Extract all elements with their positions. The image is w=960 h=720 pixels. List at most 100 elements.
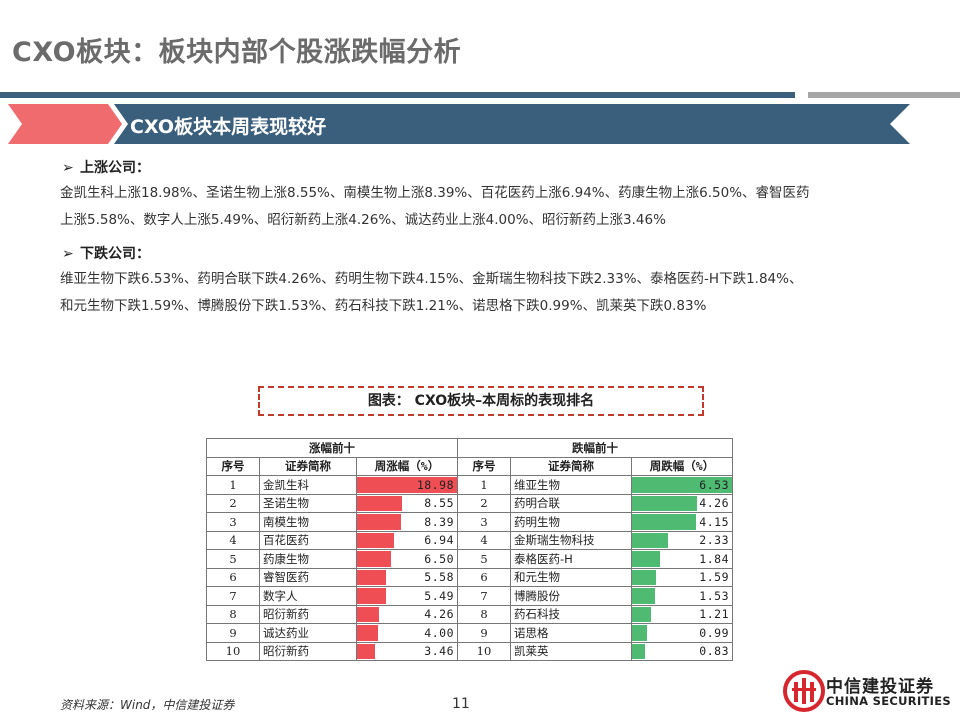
gain-value: 5.58 bbox=[356, 567, 458, 587]
loss-bar bbox=[632, 588, 656, 604]
banner-title: CXO板块本周表现较好 bbox=[130, 116, 327, 138]
figure-caption: 图表： CXO板块–本周标的表现排名 bbox=[367, 393, 595, 409]
stock-name-down: 博腾股份 bbox=[510, 586, 632, 606]
table-row: 9 诚达药业 4.00 9 诺思格 0.99 bbox=[206, 623, 733, 643]
column-header-row: 序号 证券简称 周涨幅（%） 序号 证券简称 周跌幅（%） bbox=[206, 456, 733, 476]
rank-no-up: 2 bbox=[206, 493, 260, 513]
loss-value: 4.26 bbox=[631, 493, 733, 513]
table-row: 3 南模生物 8.39 3 药明生物 4.15 bbox=[206, 512, 733, 532]
value-label: 1.21 bbox=[699, 607, 729, 622]
loss-value: 1.53 bbox=[631, 586, 733, 606]
gain-bar bbox=[357, 569, 387, 585]
gain-bar bbox=[357, 477, 457, 493]
loss-bar bbox=[632, 514, 696, 530]
loss-value: 0.83 bbox=[631, 641, 733, 661]
header-rule bbox=[0, 92, 795, 98]
citic-logo-icon bbox=[783, 670, 825, 712]
rank-no-up: 10 bbox=[206, 641, 260, 661]
stock-name-down: 药明生物 bbox=[510, 512, 632, 532]
rank-no-up: 5 bbox=[206, 549, 260, 569]
gain-value: 8.39 bbox=[356, 512, 458, 532]
loss-value: 4.15 bbox=[631, 512, 733, 532]
loss-bar bbox=[632, 606, 651, 622]
col-no-up: 序号 bbox=[206, 456, 260, 476]
rank-no-up: 4 bbox=[206, 530, 260, 550]
rank-no-down: 4 bbox=[457, 530, 511, 550]
caption-frame bbox=[258, 386, 704, 416]
rise-line-1: 金凯生科上涨18.98%、圣诺生物上涨8.55%、南模生物上涨8.39%、百花医… bbox=[60, 185, 810, 201]
value-label: 4.15 bbox=[699, 514, 729, 529]
page-number: 11 bbox=[452, 696, 470, 712]
value-label: 3.46 bbox=[424, 644, 454, 659]
stock-name-down: 金斯瑞生物科技 bbox=[510, 530, 632, 550]
gain-value: 5.49 bbox=[356, 586, 458, 606]
gain-value: 18.98 bbox=[356, 475, 458, 495]
table-row: 10 昭衍新药 3.46 10 凯莱英 0.83 bbox=[206, 641, 733, 661]
gain-bar bbox=[357, 588, 386, 604]
rise-paragraph: 金凯生科上涨18.98%、圣诺生物上涨8.55%、南模生物上涨8.39%、百花医… bbox=[60, 180, 940, 234]
value-label: 8.55 bbox=[424, 496, 454, 511]
fall-line-2: 和元生物下跌1.59%、博腾股份下跌1.53%、药石科技下跌1.21%、诺思格下… bbox=[60, 298, 707, 314]
gain-bar bbox=[357, 495, 403, 511]
stock-name-up: 药康生物 bbox=[259, 549, 357, 569]
bullet-arrow-icon: ➢ bbox=[62, 160, 74, 176]
loss-value: 1.21 bbox=[631, 604, 733, 624]
stock-name-up: 百花医药 bbox=[259, 530, 357, 550]
up-group-header: 涨幅前十 bbox=[206, 438, 458, 458]
fall-label: 下跌公司： bbox=[80, 246, 150, 262]
table-row: 1 金凯生科 18.98 1 维亚生物 6.53 bbox=[206, 475, 733, 495]
down-group-header: 跌幅前十 bbox=[457, 438, 733, 458]
rank-no-up: 7 bbox=[206, 586, 260, 606]
page-title: CXO板块：板块内部个股涨跌幅分析 bbox=[12, 37, 462, 68]
loss-bar bbox=[632, 625, 648, 641]
rise-label: 上涨公司： bbox=[80, 160, 150, 176]
rank-no-up: 9 bbox=[206, 623, 260, 643]
gain-value: 4.26 bbox=[356, 604, 458, 624]
ranking-table: 涨幅前十 跌幅前十 序号 证券简称 周涨幅（%） 序号 证券简称 周跌幅（%） … bbox=[206, 438, 733, 661]
rank-no-down: 8 bbox=[457, 604, 511, 624]
table-row: 7 数字人 5.49 7 博腾股份 1.53 bbox=[206, 586, 733, 606]
stock-name-down: 和元生物 bbox=[510, 567, 632, 587]
loss-value: 6.53 bbox=[631, 475, 733, 495]
loss-bar bbox=[632, 551, 661, 567]
section-banner bbox=[8, 104, 910, 144]
rank-no-up: 6 bbox=[206, 567, 260, 587]
gain-bar bbox=[357, 514, 402, 530]
stock-name-down: 凯莱英 bbox=[510, 641, 632, 661]
value-label: 6.50 bbox=[424, 551, 454, 566]
value-label: 1.84 bbox=[699, 551, 729, 566]
value-label: 6.94 bbox=[424, 533, 454, 548]
loss-bar bbox=[632, 643, 645, 659]
fall-heading: ➢ 下跌公司： bbox=[62, 243, 150, 263]
stock-name-down: 药石科技 bbox=[510, 604, 632, 624]
stock-name-up: 昭衍新药 bbox=[259, 641, 357, 661]
value-label: 1.53 bbox=[699, 588, 729, 603]
rank-no-up: 3 bbox=[206, 512, 260, 532]
value-label: 5.49 bbox=[424, 588, 454, 603]
col-up-pct: 周涨幅（%） bbox=[356, 456, 458, 476]
stock-name-down: 药明合联 bbox=[510, 493, 632, 513]
gain-bar bbox=[357, 643, 376, 659]
stock-name-up: 圣诺生物 bbox=[259, 493, 357, 513]
value-label: 0.83 bbox=[699, 644, 729, 659]
stock-name-up: 昭衍新药 bbox=[259, 604, 357, 624]
stock-name-down: 泰格医药-H bbox=[510, 549, 632, 569]
table-row: 8 昭衍新药 4.26 8 药石科技 1.21 bbox=[206, 604, 733, 624]
rank-no-up: 8 bbox=[206, 604, 260, 624]
loss-value: 1.84 bbox=[631, 549, 733, 569]
value-label: 6.53 bbox=[699, 477, 729, 492]
rise-heading: ➢ 上涨公司： bbox=[62, 157, 150, 177]
table-row: 4 百花医药 6.94 4 金斯瑞生物科技 2.33 bbox=[206, 530, 733, 550]
bullet-arrow-icon: ➢ bbox=[62, 246, 74, 262]
logo-name-en: CHINA SECURITIES bbox=[826, 694, 951, 708]
gain-value: 6.50 bbox=[356, 549, 458, 569]
gain-value: 8.55 bbox=[356, 493, 458, 513]
value-label: 18.98 bbox=[416, 477, 454, 492]
gain-bar bbox=[357, 551, 392, 567]
col-name-down: 证券简称 bbox=[510, 456, 632, 476]
gain-value: 6.94 bbox=[356, 530, 458, 550]
value-label: 0.99 bbox=[699, 625, 729, 640]
value-label: 2.33 bbox=[699, 533, 729, 548]
rank-no-up: 1 bbox=[206, 475, 260, 495]
col-down-pct: 周跌幅（%） bbox=[631, 456, 733, 476]
